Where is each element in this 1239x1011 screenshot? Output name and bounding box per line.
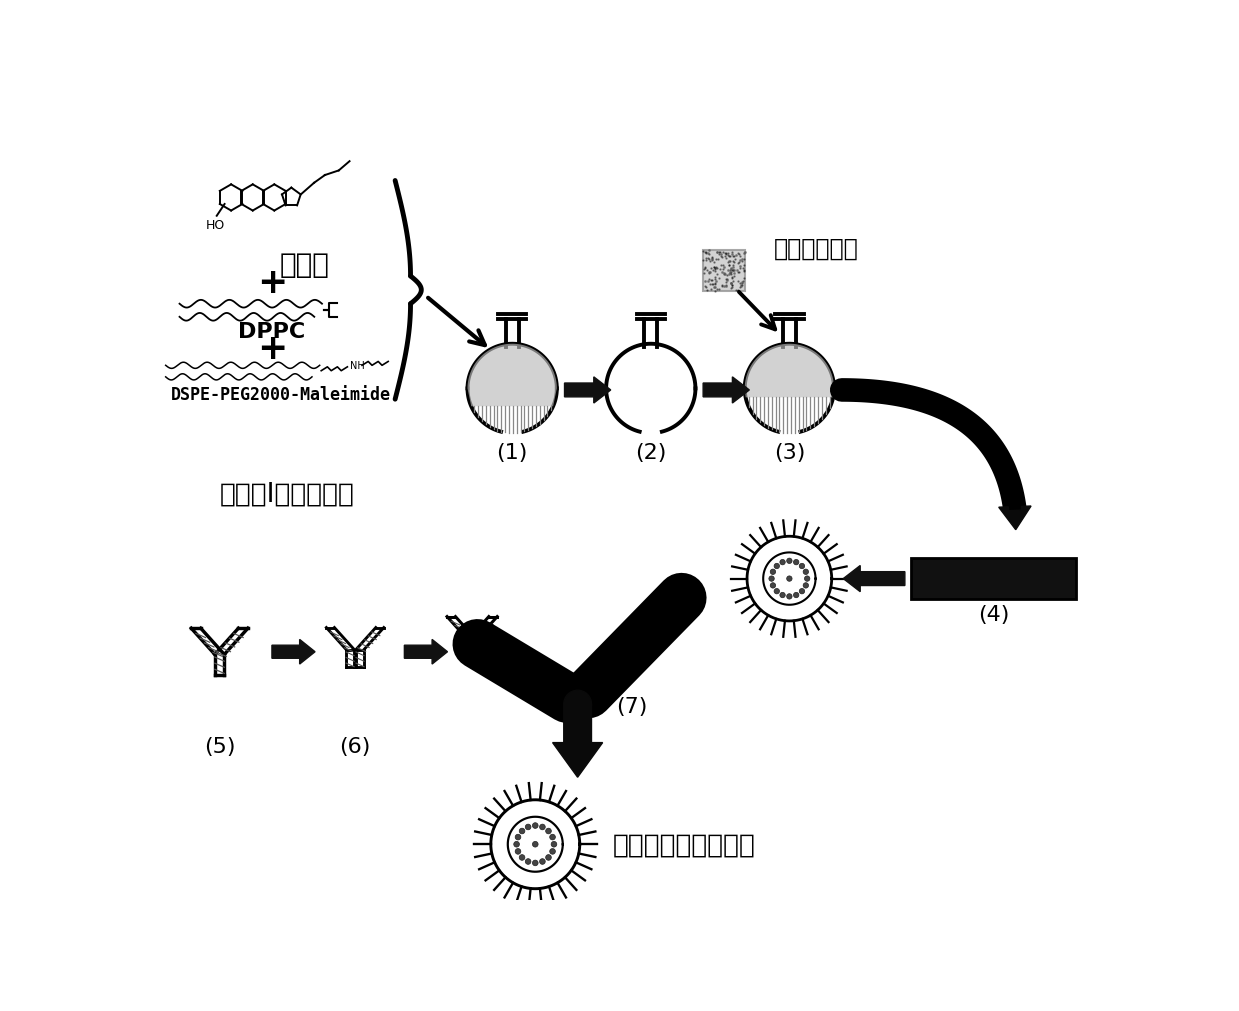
Circle shape (533, 860, 538, 865)
Circle shape (799, 588, 804, 594)
Circle shape (525, 824, 532, 830)
Circle shape (533, 823, 538, 829)
Bar (704, 251, 745, 292)
Circle shape (771, 569, 776, 575)
Circle shape (787, 576, 792, 581)
Circle shape (545, 828, 551, 834)
Circle shape (540, 824, 545, 830)
Circle shape (550, 834, 555, 840)
Circle shape (540, 858, 545, 864)
Polygon shape (745, 345, 834, 398)
Text: NH: NH (351, 361, 366, 371)
Circle shape (803, 583, 809, 588)
Circle shape (551, 841, 556, 847)
Text: (5): (5) (204, 737, 235, 756)
Text: 光笼解锁药物: 光笼解锁药物 (774, 237, 859, 260)
Circle shape (514, 841, 519, 847)
Text: DSPE-PEG2000-Maleimide: DSPE-PEG2000-Maleimide (171, 385, 392, 403)
FancyArrow shape (404, 640, 447, 664)
Circle shape (533, 841, 538, 847)
Text: 胆固醇: 胆固醇 (279, 251, 330, 278)
Circle shape (793, 592, 799, 599)
Circle shape (771, 583, 776, 588)
Text: +: + (256, 332, 287, 365)
Polygon shape (467, 345, 556, 406)
Circle shape (525, 858, 532, 864)
Circle shape (787, 558, 792, 564)
Text: (2): (2) (636, 443, 667, 463)
Circle shape (804, 576, 810, 581)
Circle shape (519, 828, 525, 834)
Circle shape (774, 588, 779, 594)
Circle shape (550, 848, 555, 854)
FancyArrow shape (565, 377, 611, 403)
Circle shape (515, 834, 520, 840)
Bar (911, 558, 1077, 600)
Circle shape (564, 691, 591, 718)
Text: (6): (6) (339, 737, 370, 756)
Circle shape (515, 848, 520, 854)
Circle shape (793, 560, 799, 565)
FancyArrow shape (271, 640, 315, 664)
Text: (1): (1) (497, 443, 528, 463)
Text: 大麻素I型受体抗体: 大麻素I型受体抗体 (219, 481, 354, 508)
Text: DPPC: DPPC (238, 321, 306, 342)
FancyArrow shape (704, 377, 750, 403)
Text: 纳米靶向光敏复合物: 纳米靶向光敏复合物 (612, 831, 755, 857)
Circle shape (779, 560, 786, 565)
Circle shape (774, 564, 779, 569)
Circle shape (769, 576, 774, 581)
FancyArrow shape (999, 507, 1031, 530)
Text: (3): (3) (773, 443, 805, 463)
Circle shape (799, 564, 804, 569)
FancyArrow shape (844, 566, 904, 592)
Circle shape (787, 594, 792, 600)
Circle shape (779, 592, 786, 599)
Circle shape (519, 854, 525, 860)
Text: HO: HO (206, 219, 225, 233)
FancyArrow shape (553, 705, 602, 777)
Text: (4): (4) (978, 605, 1009, 625)
Text: (7): (7) (616, 696, 648, 716)
Circle shape (803, 569, 809, 575)
Circle shape (545, 854, 551, 860)
Text: +: + (256, 266, 287, 300)
